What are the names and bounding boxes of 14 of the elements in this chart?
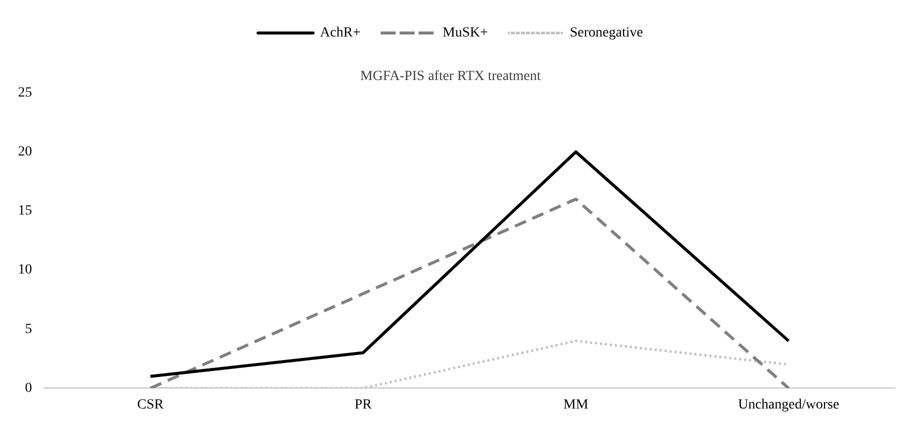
chart-title: MGFA-PIS after RTX treatment: [360, 69, 541, 84]
legend-label: AchR+: [320, 26, 361, 41]
y-tick-label: 5: [25, 322, 32, 337]
y-tick-label: 25: [18, 85, 32, 100]
y-tick-label: 15: [18, 204, 32, 219]
x-tick-label: MM: [563, 397, 589, 412]
x-tick-label: PR: [354, 397, 372, 412]
y-tick-label: 20: [18, 144, 32, 160]
y-tick-label: 10: [18, 262, 32, 278]
y-tick-label: 0: [25, 380, 32, 396]
legend-label: MuSK+: [442, 26, 488, 41]
x-tick-label: CSR: [137, 397, 164, 412]
x-tick-label: Unchanged/worse: [738, 397, 840, 412]
legend-label: Seronegative: [570, 26, 643, 41]
